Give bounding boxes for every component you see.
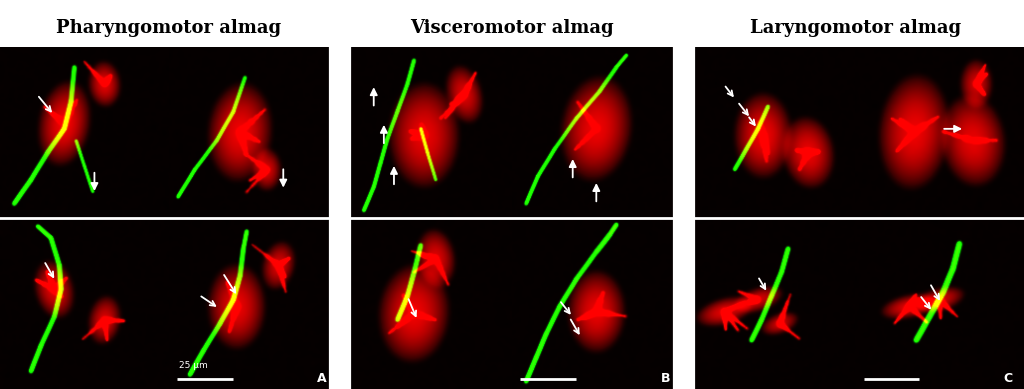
Text: Visceromotor almag: Visceromotor almag [411,19,613,37]
Text: Pharyngomotor almag: Pharyngomotor almag [56,19,282,37]
Text: A: A [317,372,327,385]
Text: 25 μm: 25 μm [179,361,208,370]
Text: B: B [660,372,670,385]
Text: C: C [1004,372,1013,385]
Text: Laryngomotor almag: Laryngomotor almag [750,19,961,37]
